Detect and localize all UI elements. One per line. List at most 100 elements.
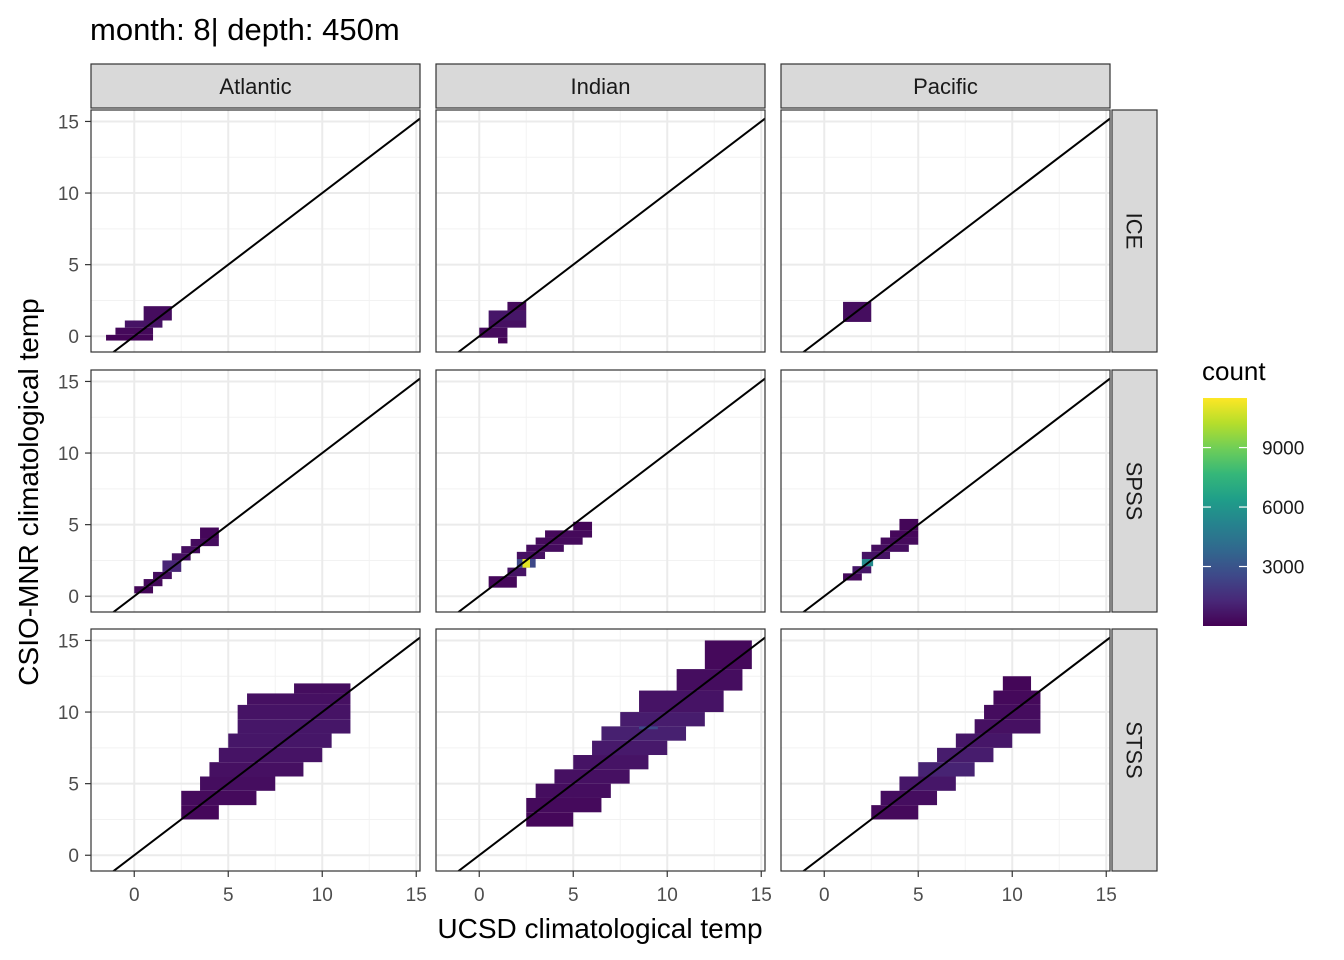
heatmap-cell: [535, 537, 583, 545]
y-tick-label: 0: [68, 327, 79, 348]
panel-background: [781, 370, 1110, 612]
panel-border: [780, 369, 1111, 613]
heatmap-cell: [162, 560, 182, 572]
heatmap-cell: [181, 805, 219, 820]
heatmap-cell: [880, 537, 919, 545]
panel-border: [435, 369, 766, 613]
panel-border: [780, 628, 1111, 872]
facet-strip-spss: [1111, 369, 1158, 613]
y-tick-label: 15: [58, 112, 79, 133]
heatmap-cell: [573, 521, 593, 531]
x-tick-label: 5: [913, 885, 924, 906]
heatmap-cell: [554, 769, 630, 784]
heatmap-cell: [237, 719, 351, 734]
facet-strip-label: STSS: [1122, 721, 1147, 778]
heatmap-cell: [106, 334, 154, 341]
facet-strip-label: SPSS: [1122, 462, 1147, 521]
facet-strip-ice: [1111, 109, 1158, 353]
y-tick-label: 5: [68, 256, 79, 277]
legend-tick-label: 9000: [1262, 439, 1304, 460]
heatmap-cell: [181, 546, 201, 554]
heatmap-cell: [974, 719, 1041, 734]
heatmap-cell: [880, 790, 938, 806]
heatmap-cell: [899, 518, 919, 531]
x-tick-label: 10: [1002, 885, 1023, 906]
x-tick-label: 5: [568, 885, 579, 906]
heatmap-cell: [843, 573, 862, 581]
x-tick-label: 5: [223, 885, 234, 906]
heatmap-cell: [124, 320, 163, 328]
y-tick-label: 0: [68, 846, 79, 867]
legend-title: count: [1202, 356, 1266, 386]
identity-line: [801, 636, 1110, 871]
x-tick-label: 15: [751, 885, 772, 906]
legend-colorbar: [1203, 398, 1247, 626]
heatmap-cell: [228, 733, 332, 748]
heatmap-cell: [1002, 676, 1032, 691]
facet-strip-label: Pacific: [913, 74, 978, 99]
y-axis-label: CSIO-MNR climatological temp: [13, 298, 44, 685]
heatmap-cell: [535, 783, 611, 798]
panel-background: [781, 110, 1110, 352]
heatmap-cell: [861, 551, 891, 560]
chart-title: month: 8| depth: 450m: [90, 12, 400, 47]
identity-line: [456, 117, 765, 352]
identity-line: [456, 377, 765, 612]
heatmap-cell: [516, 551, 546, 560]
panel-border: [90, 628, 421, 872]
heatmap-cell: [918, 762, 975, 777]
y-tick-label: 15: [58, 372, 79, 393]
panel-atlantic-ice: [90, 109, 421, 353]
identity-line: [801, 117, 1110, 352]
panel-border: [90, 109, 421, 353]
facet-strip-stss: [1111, 628, 1158, 872]
heatmap-cell: [200, 776, 276, 791]
panel-pacific-stss: [780, 628, 1111, 872]
panel-pacific-spss: [780, 369, 1111, 613]
panel-border: [780, 109, 1111, 353]
panel-pacific-ice: [780, 109, 1111, 353]
y-tick-label: 0: [68, 587, 79, 608]
panel-indian-stss: [435, 628, 766, 872]
heatmap-cell: [488, 576, 517, 588]
panel-background: [436, 110, 765, 352]
heatmap-cell: [871, 544, 909, 552]
heatmap-cell: [218, 747, 323, 763]
identity-line: [111, 636, 420, 871]
heatmap-cell: [592, 740, 668, 756]
x-tick-label: 10: [657, 885, 678, 906]
heatmap-cell: [526, 812, 574, 827]
y-tick-label: 10: [58, 444, 79, 465]
facet-strip-label: ICE: [1122, 213, 1147, 250]
x-tick-label: 15: [1096, 885, 1117, 906]
heatmap-cell: [620, 712, 705, 727]
color-legend: count 3000 6000 9000: [1202, 356, 1304, 626]
heatmap-cell: [507, 567, 527, 577]
identity-line: [801, 377, 1110, 612]
panel-background: [436, 370, 765, 612]
heatmap-cell: [507, 301, 527, 311]
panel-border: [435, 109, 766, 353]
x-tick-label: 0: [819, 885, 830, 906]
heatmap-cell: [171, 553, 191, 561]
panel-background: [91, 370, 420, 612]
heatmap-cell: [115, 327, 154, 335]
heatmap-cell: [993, 690, 1041, 705]
heatmap-cell: [209, 762, 304, 777]
y-tick-label: 10: [58, 703, 79, 724]
heatmap-cell: [181, 790, 257, 806]
identity-line: [456, 636, 765, 871]
identity-line: [111, 377, 420, 612]
x-tick-label: 0: [129, 885, 140, 906]
legend-tick-label: 3000: [1262, 558, 1304, 579]
heatmap-cell: [937, 747, 994, 763]
facet-strips: Atlantic Indian Pacific ICE SPSS STSS: [90, 63, 1158, 872]
panel-border: [435, 628, 766, 872]
heatmap-cell: [200, 527, 219, 539]
heatmap-cell: [237, 704, 351, 720]
x-tick-label: 10: [312, 885, 333, 906]
x-tick-label: 0: [474, 885, 485, 906]
panel-background: [91, 110, 420, 352]
heatmap-cell: [498, 337, 508, 344]
